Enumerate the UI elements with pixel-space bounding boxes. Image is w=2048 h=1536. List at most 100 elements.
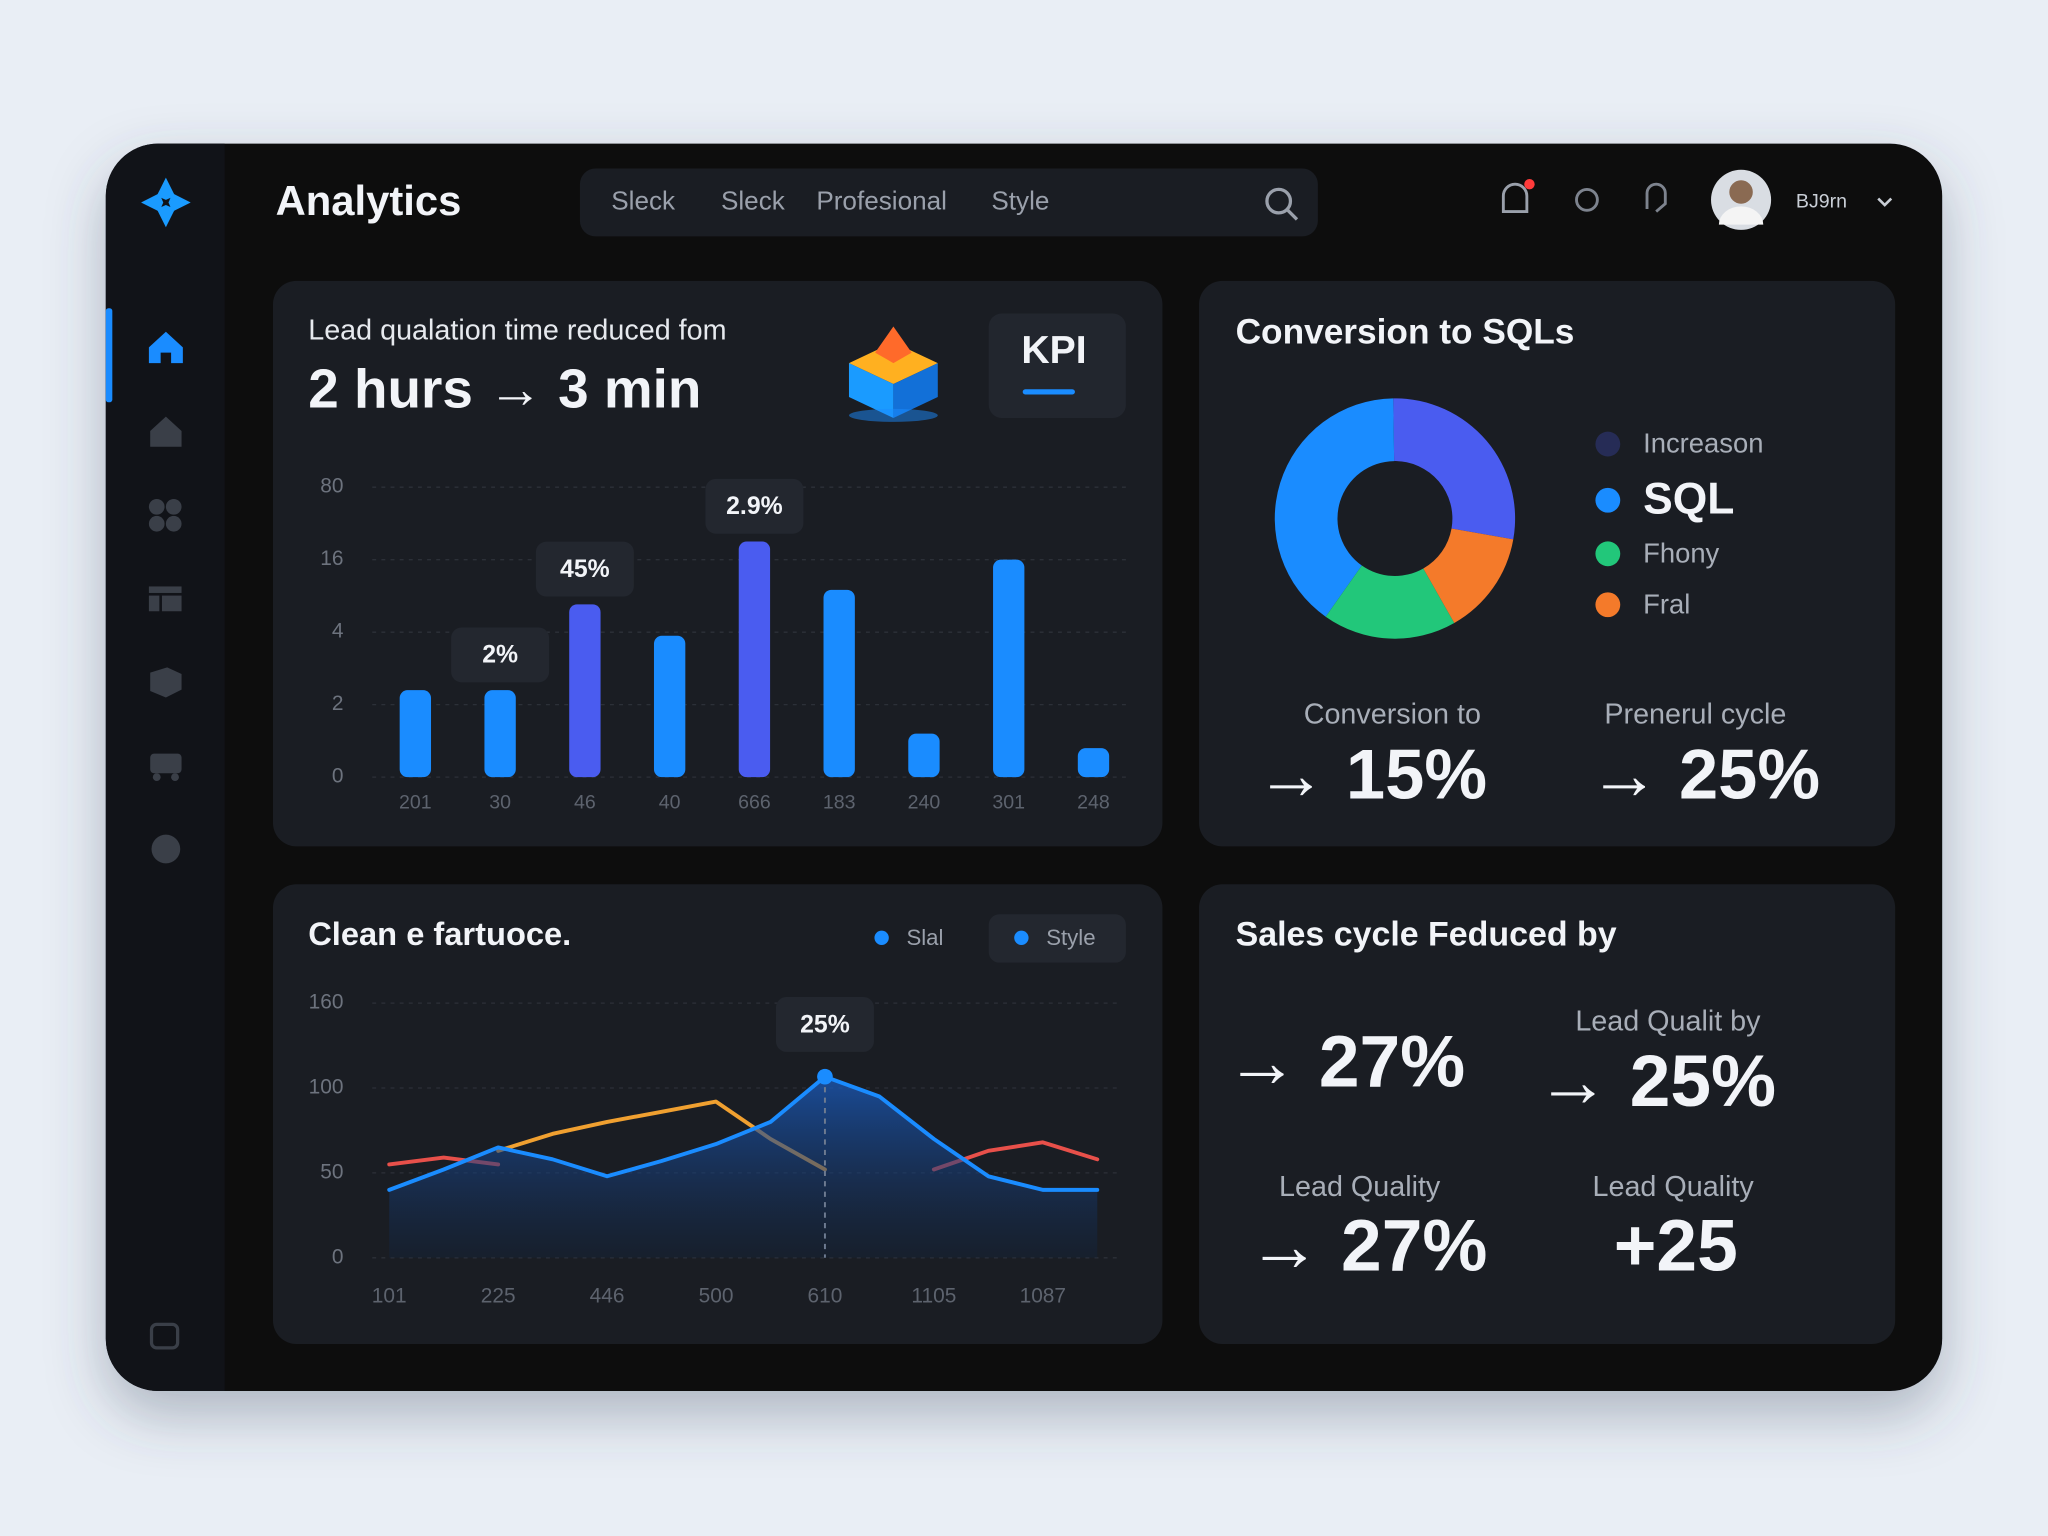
stat-value: → 27% [1225, 1021, 1465, 1102]
callout-box [451, 627, 550, 683]
legend-label: Fral [1643, 588, 1690, 619]
y-tick-label: 80 [320, 475, 343, 498]
bar [823, 589, 855, 778]
status-icon[interactable] [1575, 187, 1599, 212]
callout-box [775, 997, 874, 1052]
nav-home[interactable] [148, 331, 183, 364]
x-tick-label: 30 [489, 791, 511, 813]
x-tick-label: 101 [372, 1284, 407, 1307]
x-tick-label: 46 [574, 791, 596, 813]
x-tick-label: 201 [399, 791, 432, 813]
x-tick-label: 183 [823, 791, 856, 813]
slice [1325, 565, 1455, 639]
stat-label: Prenerul cycle [1604, 698, 1786, 730]
active-indicator [105, 308, 113, 403]
x-tick-label: 500 [699, 1284, 734, 1307]
nav-table[interactable] [148, 586, 182, 612]
card-title: Clean e fartuoce. [308, 915, 571, 952]
nav-truck[interactable] [150, 753, 182, 782]
stat-value: → 15% [1256, 734, 1487, 813]
stat-label: Lead Quality [1279, 1171, 1441, 1203]
legend-label: Style [1046, 925, 1095, 950]
sales-card [1199, 884, 1896, 1344]
x-tick-label: 248 [1077, 791, 1110, 813]
callout-box [705, 478, 804, 534]
slice [1423, 528, 1514, 624]
bar [653, 635, 686, 778]
x-tick-label: 301 [992, 791, 1025, 813]
y-tick-label: 160 [309, 991, 344, 1014]
legend-label: SQL [1643, 474, 1734, 523]
stat-value: → 25% [1536, 1041, 1776, 1122]
kpi-underline [1022, 389, 1075, 395]
x-tick-label: 446 [590, 1284, 625, 1307]
nav-grid[interactable] [148, 498, 182, 532]
tab[interactable]: Profesional [816, 185, 947, 215]
bar [1077, 748, 1110, 778]
help-icon[interactable] [1645, 182, 1667, 213]
legend-dot [874, 930, 889, 945]
callout-box [535, 541, 634, 597]
x-tick-label: 610 [808, 1284, 843, 1307]
cube-icon [848, 326, 938, 422]
card-title: Conversion to SQLs [1236, 313, 1575, 352]
avatar[interactable] [1711, 169, 1772, 230]
y-tick-label: 0 [332, 1245, 344, 1268]
stat-label: Conversion to [1304, 698, 1481, 730]
x-tick-label: 1087 [1020, 1284, 1066, 1307]
stat-label: Lead Qualit by [1575, 1005, 1761, 1037]
nav-store[interactable] [150, 416, 182, 447]
legend-dot [1595, 592, 1621, 618]
slice [1274, 398, 1395, 617]
page-title: Analytics [276, 177, 462, 224]
notification-icon[interactable] [1501, 178, 1535, 214]
x-tick-label: 666 [738, 791, 771, 813]
kpi-caption: Lead qualation time reduced fom [308, 314, 726, 346]
nav-box[interactable] [150, 667, 182, 698]
stat-value: → 27% [1248, 1206, 1488, 1287]
legend-label: Increason [1643, 428, 1763, 459]
legend-dot [1595, 487, 1621, 513]
nav-settings[interactable] [151, 834, 181, 864]
tab[interactable]: Style [991, 185, 1049, 215]
legend-dot [1014, 930, 1029, 945]
area [389, 1076, 1098, 1258]
slice [1393, 398, 1516, 540]
point [817, 1068, 833, 1085]
y-tick-label: 2 [332, 692, 344, 715]
card-title: Sales cycle Feduced by [1236, 915, 1617, 953]
search-bar[interactable] [579, 168, 1318, 237]
stat-label: Lead Quality [1593, 1171, 1755, 1203]
line [387, 1074, 1100, 1192]
x-tick-label: 240 [908, 791, 941, 813]
bar [993, 559, 1025, 778]
legend-label: Fhony [1643, 537, 1719, 568]
legend-label: Slal [906, 925, 943, 950]
tab[interactable]: Sleck [721, 185, 786, 215]
chevron[interactable] [1877, 197, 1893, 207]
logo [141, 177, 191, 228]
search-icon[interactable] [1265, 187, 1299, 221]
y-tick-label: 0 [332, 765, 344, 788]
bar [399, 690, 432, 778]
stat-value: +25 [1614, 1206, 1738, 1287]
y-tick-label: 4 [332, 620, 344, 643]
x-tick-label: 40 [659, 791, 681, 813]
bar [738, 541, 771, 778]
x-tick-label: 1105 [911, 1284, 956, 1307]
nav-logout[interactable] [149, 1322, 180, 1350]
stat-value: → 25% [1589, 734, 1820, 813]
bar [484, 690, 516, 778]
kpi-badge-text: KPI [1021, 329, 1086, 372]
bar [908, 733, 940, 778]
callout-label: 45% [560, 556, 610, 583]
bar [569, 604, 601, 778]
callout-label: 2.9% [726, 493, 783, 520]
y-tick-label: 50 [320, 1160, 343, 1183]
tab[interactable]: Sleck [611, 185, 676, 215]
legend-dot [1595, 431, 1621, 457]
callout-label: 2% [482, 642, 518, 669]
user-name[interactable]: BJ9rn [1796, 191, 1847, 213]
